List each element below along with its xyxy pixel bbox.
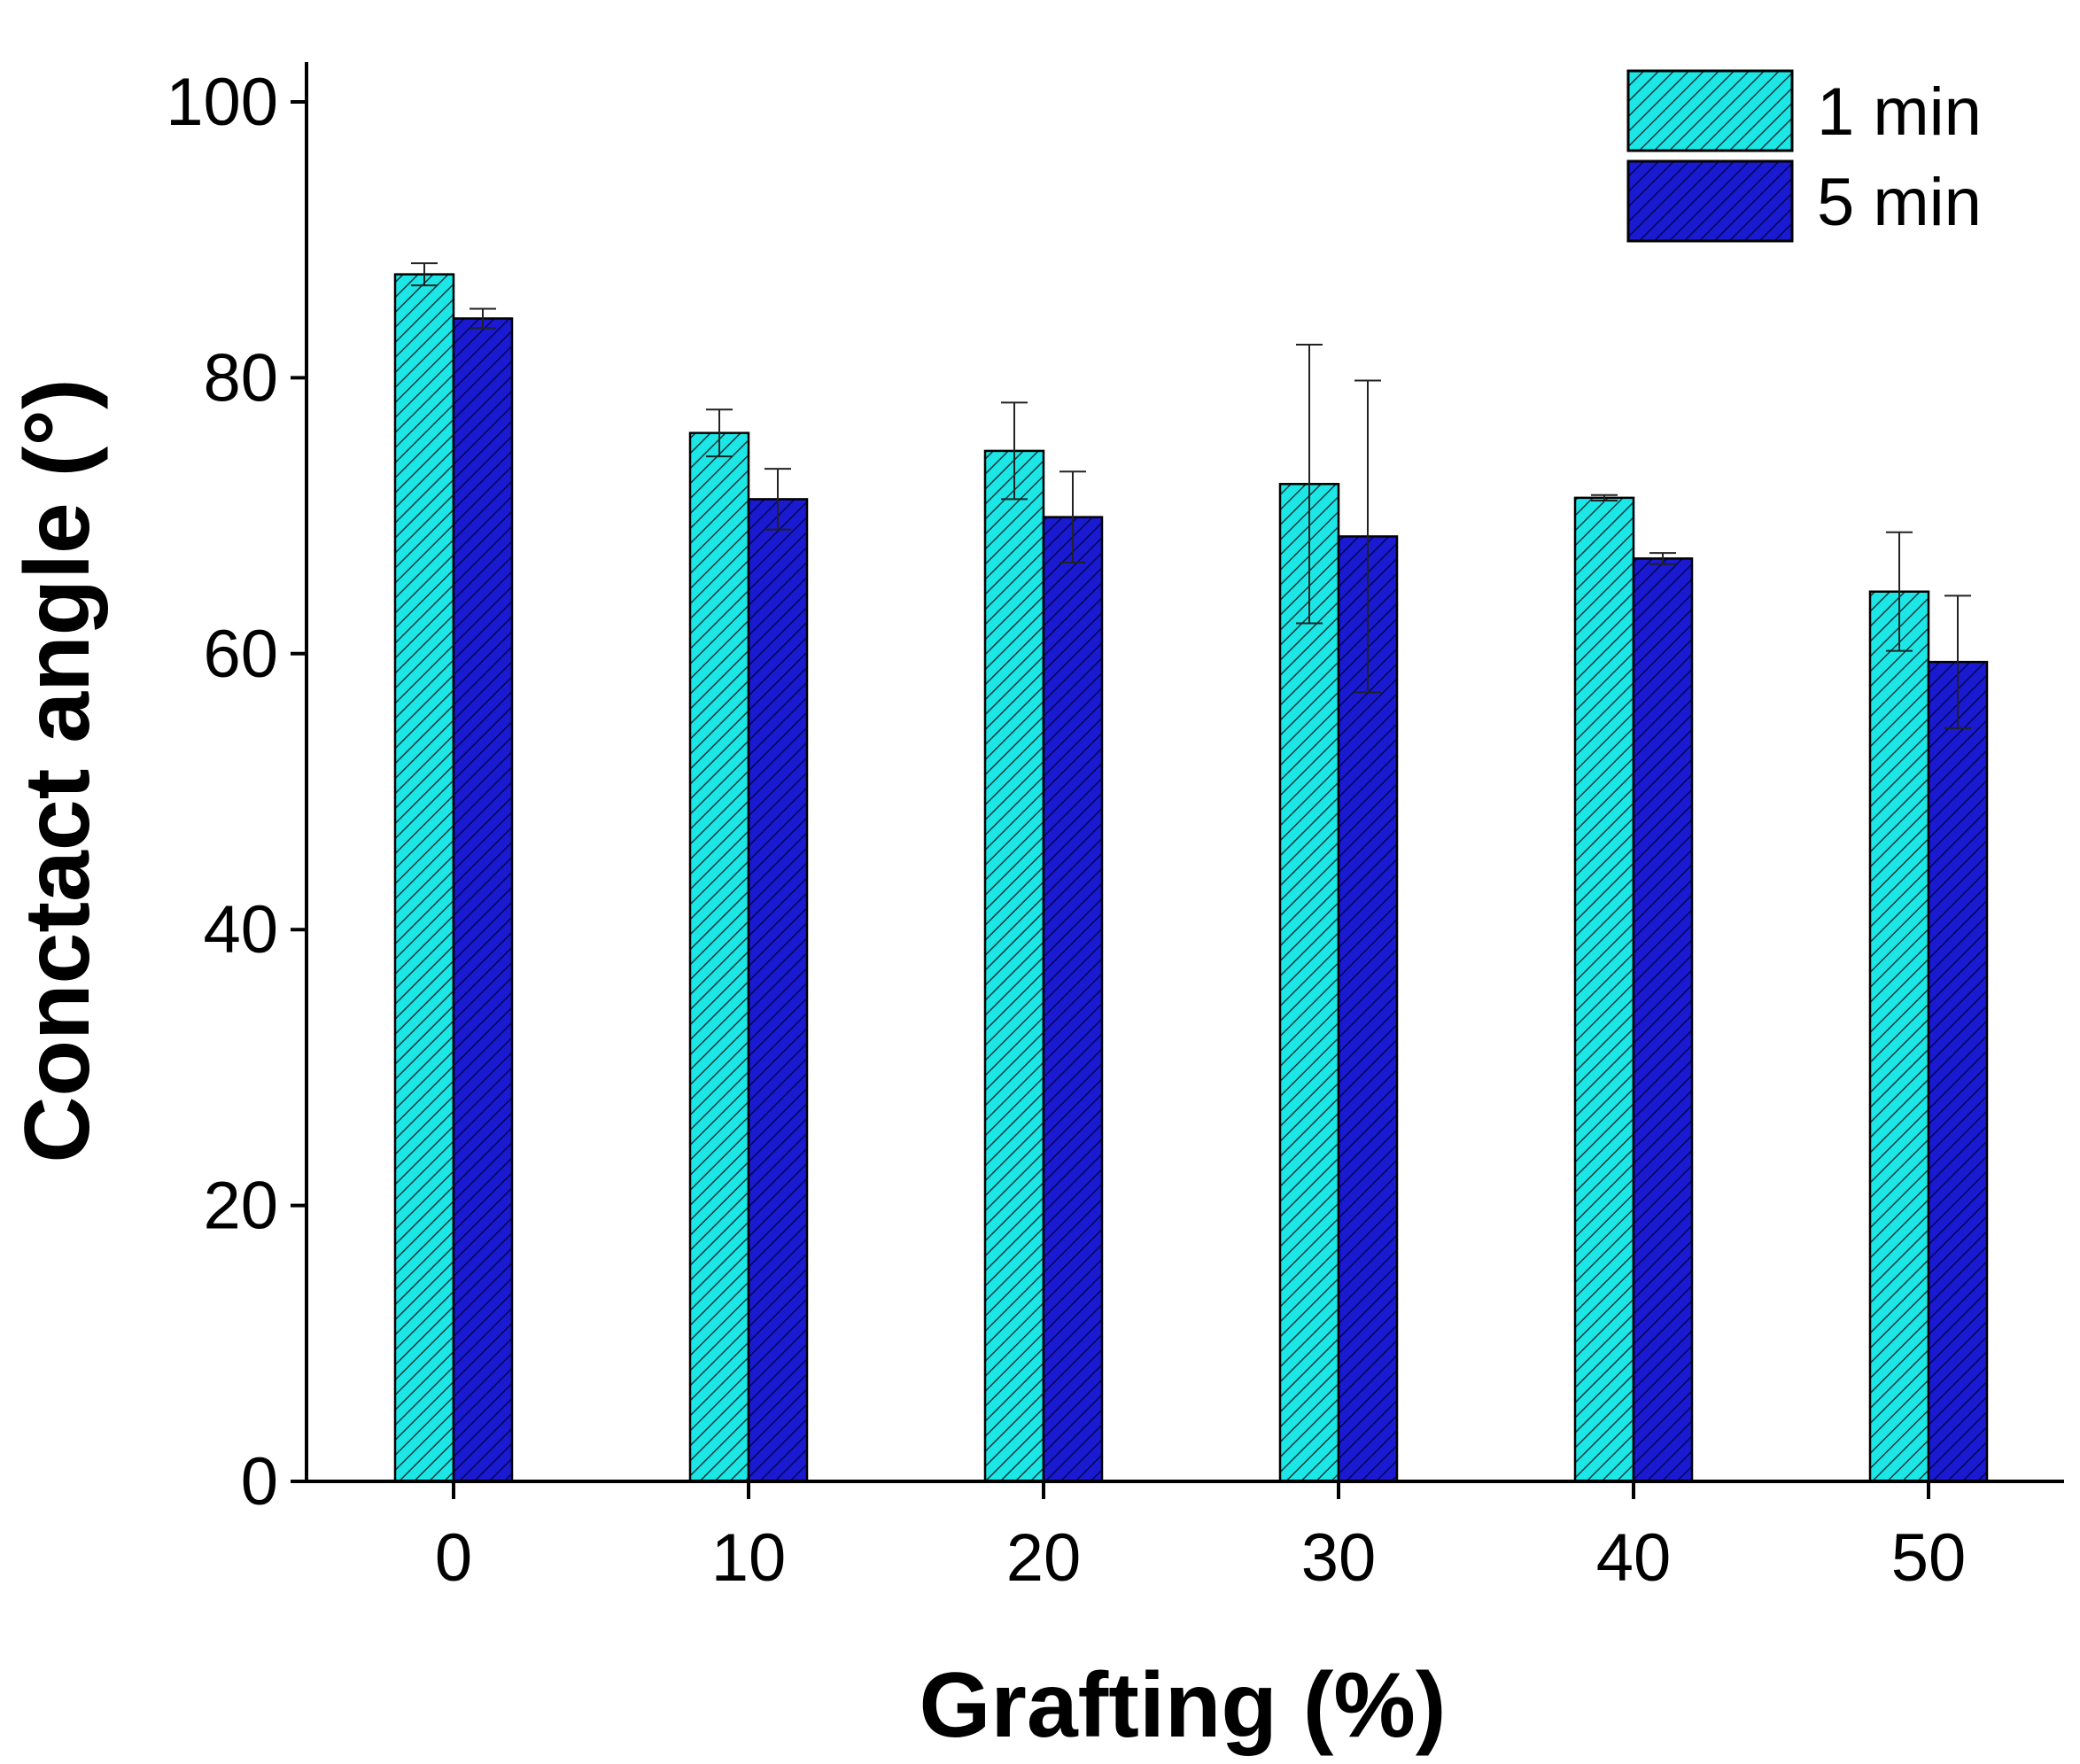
bar-1-min-40	[1573, 496, 1635, 1483]
y-tick-label: 0	[241, 1444, 278, 1519]
error-bar	[1886, 531, 1913, 652]
error-bar	[1649, 552, 1676, 565]
bar-5-min-30	[1337, 535, 1399, 1483]
bar-5-min-0	[452, 317, 514, 1483]
bar-5-min-40	[1632, 557, 1694, 1483]
y-axis-title: Conctact angle (°)	[6, 378, 109, 1162]
bar-1-min-30	[1278, 483, 1340, 1483]
x-tick-label: 40	[1596, 1520, 1672, 1596]
error-bar	[1001, 401, 1028, 501]
x-tick-label: 0	[435, 1520, 472, 1596]
bar-1-min-10	[688, 431, 750, 1483]
x-tick-label: 50	[1891, 1520, 1967, 1596]
y-tick-label: 40	[203, 892, 278, 967]
error-bar	[411, 262, 438, 287]
error-bar	[1296, 344, 1323, 625]
x-axis-ticks: 0 10 20 30 40 50	[435, 1481, 1966, 1596]
y-tick-label: 100	[166, 65, 278, 140]
y-tick-label: 60	[203, 617, 278, 692]
error-bar	[1591, 493, 1618, 501]
y-tick-label: 20	[203, 1169, 278, 1244]
error-bar	[1354, 379, 1381, 694]
error-bar	[1059, 470, 1086, 564]
legend-swatch-1-min	[1626, 69, 1794, 152]
bar-5-min-20	[1042, 516, 1104, 1483]
y-axis-ticks: 0 20 40 60 80 100	[166, 65, 307, 1519]
error-bar	[1944, 594, 1971, 729]
x-tick-label: 20	[1006, 1520, 1082, 1596]
error-bar	[706, 408, 733, 458]
y-tick-label: 80	[203, 340, 278, 416]
legend-label: 1 min	[1817, 74, 1982, 150]
x-tick-label: 30	[1301, 1520, 1377, 1596]
bar-1-min-50	[1868, 590, 1930, 1483]
legend: 1 min 5 min	[1626, 69, 1982, 243]
legend-label: 5 min	[1817, 165, 1982, 240]
error-bars-layer	[411, 262, 1971, 729]
bar-5-min-10	[747, 498, 809, 1483]
x-axis-title: Grafting (%)	[919, 1654, 1446, 1757]
bar-1-min-0	[393, 273, 455, 1483]
bar-5-min-50	[1927, 660, 1989, 1483]
legend-swatch-5-min	[1626, 159, 1794, 243]
error-bar	[470, 307, 496, 330]
x-tick-label: 10	[711, 1520, 787, 1596]
error-bar	[764, 468, 791, 531]
bar-1-min-20	[983, 449, 1045, 1483]
bars-layer	[393, 273, 1989, 1483]
